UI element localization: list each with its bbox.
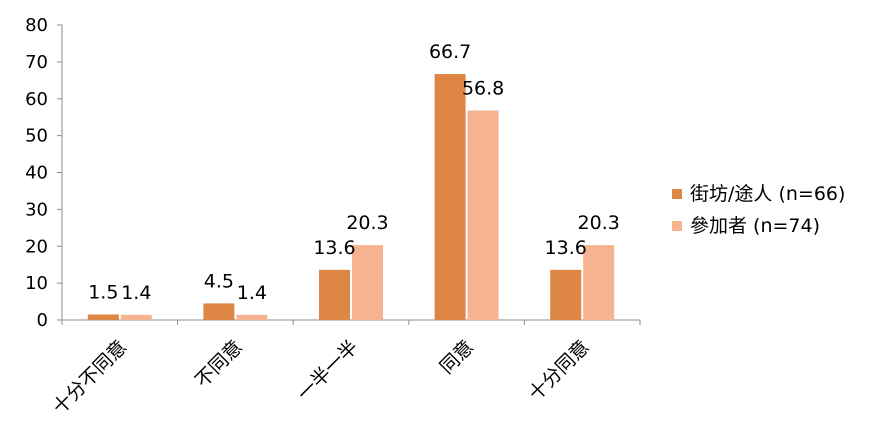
y-tick-label: 50: [25, 126, 48, 147]
x-tick-label: 十分不同意: [49, 336, 132, 419]
data-label: 20.3: [578, 212, 620, 234]
bar: [319, 269, 350, 320]
legend-swatch: [672, 221, 682, 231]
data-label: 56.8: [462, 78, 504, 100]
x-tick-label: 同意: [436, 336, 478, 378]
y-tick-label: 10: [25, 273, 48, 294]
bar: [583, 245, 615, 320]
bar: [87, 314, 119, 320]
bar: [352, 245, 383, 320]
legend-item-series-2: 參加者 (n=74): [672, 208, 845, 240]
y-tick-label: 40: [25, 163, 48, 184]
data-label: 1.5: [88, 281, 118, 303]
legend: 街坊/途人 (n=66) 參加者 (n=74): [672, 176, 845, 240]
bar: [434, 74, 466, 320]
data-label: 4.5: [204, 270, 234, 292]
data-label: 66.7: [429, 41, 471, 63]
data-labels: 1.5 4.5 13.6 66.7 13.6 1.4 1.4 20.3 56.8 20.3: [88, 41, 620, 304]
legend-label: 街坊/途人 (n=66): [690, 182, 846, 205]
legend-item-series-1: 街坊/途人 (n=66): [672, 176, 845, 208]
bar: [467, 110, 499, 320]
data-label: 13.6: [545, 237, 587, 259]
data-label: 1.4: [237, 282, 267, 304]
bars: [87, 74, 615, 320]
y-tick-label: 80: [25, 15, 48, 36]
y-tick-label: 30: [25, 199, 48, 220]
y-tick-label: 0: [37, 310, 48, 331]
x-tick-label: 不同意: [191, 336, 247, 392]
y-tick-label: 70: [25, 52, 48, 73]
x-tick-label: 十分同意: [524, 336, 593, 405]
x-tick-label: 一半一半: [293, 336, 362, 405]
y-tick-label: 60: [25, 89, 48, 110]
data-label: 20.3: [346, 212, 388, 234]
bar: [120, 314, 152, 320]
legend-label: 參加者 (n=74): [690, 214, 821, 237]
x-axis: 十分不同意 不同意 一半一半 同意 十分同意: [49, 319, 641, 419]
data-label: 13.6: [313, 237, 355, 259]
legend-swatch: [672, 189, 682, 199]
bar: [550, 269, 582, 320]
y-tick-label: 20: [25, 236, 48, 257]
bar: [236, 314, 268, 320]
bar: [203, 303, 235, 320]
data-label: 1.4: [121, 282, 151, 304]
y-axis: 0 10 20 30 40 50 60 70 80: [25, 15, 63, 331]
